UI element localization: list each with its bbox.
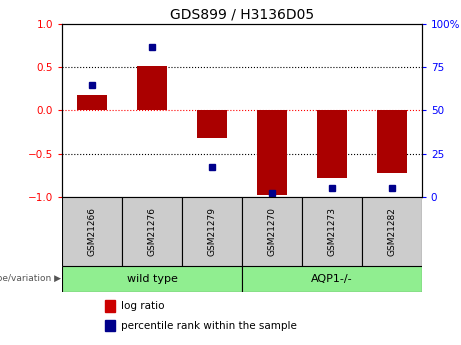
Text: GSM21282: GSM21282 — [387, 207, 396, 256]
Bar — [242, 266, 422, 292]
Text: GSM21270: GSM21270 — [267, 207, 277, 256]
Bar — [257, 110, 287, 195]
Bar — [137, 66, 167, 110]
Text: GSM21276: GSM21276 — [148, 207, 157, 256]
Bar — [106, 300, 115, 312]
Text: AQP1-/-: AQP1-/- — [311, 274, 353, 284]
Bar — [317, 110, 347, 178]
Bar — [362, 197, 422, 266]
Bar — [182, 197, 242, 266]
Title: GDS899 / H3136D05: GDS899 / H3136D05 — [170, 8, 314, 22]
Text: wild type: wild type — [127, 274, 177, 284]
Text: genotype/variation ▶: genotype/variation ▶ — [0, 274, 61, 283]
Text: GSM21273: GSM21273 — [327, 207, 337, 256]
Text: log ratio: log ratio — [121, 301, 164, 311]
Bar — [106, 320, 115, 332]
Text: GSM21279: GSM21279 — [207, 207, 217, 256]
Bar — [197, 110, 227, 138]
Text: GSM21266: GSM21266 — [88, 207, 97, 256]
Text: percentile rank within the sample: percentile rank within the sample — [121, 321, 296, 331]
Bar — [122, 197, 182, 266]
Bar — [62, 197, 122, 266]
Bar — [62, 266, 242, 292]
Bar — [77, 95, 107, 110]
Bar — [377, 110, 407, 172]
Bar — [242, 197, 302, 266]
Bar — [302, 197, 362, 266]
